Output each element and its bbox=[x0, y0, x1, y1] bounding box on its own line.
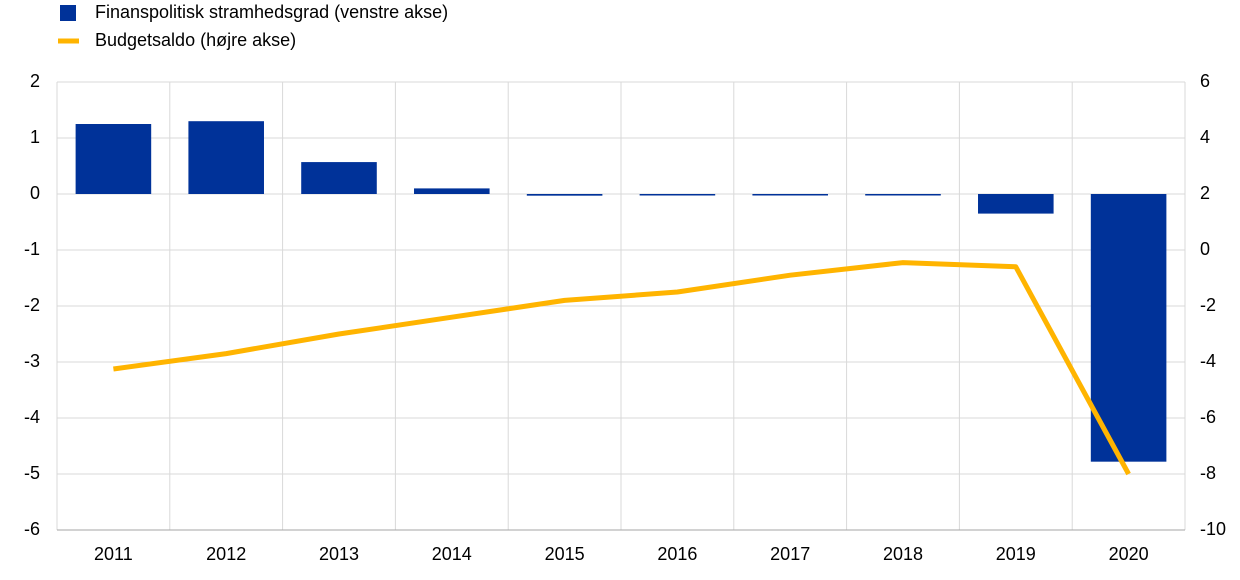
legend-swatch bbox=[60, 5, 76, 21]
bar bbox=[75, 124, 152, 194]
y-tick-label: -4 bbox=[24, 407, 40, 427]
bar bbox=[978, 194, 1054, 214]
line bbox=[113, 260, 1131, 476]
y-tick-label: -1 bbox=[24, 239, 40, 259]
y-tick-label: -3 bbox=[24, 351, 40, 371]
y2-tick-label: -8 bbox=[1200, 463, 1216, 483]
x-tick-label: 2013 bbox=[319, 544, 359, 564]
bar bbox=[865, 194, 941, 196]
y2-tick-label: 2 bbox=[1200, 183, 1210, 203]
y-tick-label: 2 bbox=[30, 71, 40, 91]
y2-tick-label: -10 bbox=[1200, 519, 1226, 539]
y2-tick-label: 0 bbox=[1200, 239, 1210, 259]
y-tick-label: 1 bbox=[30, 127, 40, 147]
x-tick-label: 2018 bbox=[883, 544, 923, 564]
y-tick-label: -5 bbox=[24, 463, 40, 483]
x-tick-label: 2017 bbox=[770, 544, 810, 564]
bar bbox=[639, 194, 716, 196]
y-tick-label: 0 bbox=[30, 183, 40, 203]
y2-tick-label: -4 bbox=[1200, 351, 1216, 371]
y2-tick-label: 6 bbox=[1200, 71, 1210, 91]
x-tick-label: 2014 bbox=[432, 544, 472, 564]
y2-tick-label: -6 bbox=[1200, 407, 1216, 427]
bar bbox=[301, 162, 377, 194]
x-tick-label: 2015 bbox=[545, 544, 585, 564]
x-tick-label: 2020 bbox=[1109, 544, 1149, 564]
bar bbox=[414, 188, 490, 194]
y2-tick-label: -2 bbox=[1200, 295, 1216, 315]
x-tick-label: 2019 bbox=[996, 544, 1036, 564]
y2-tick-label: 4 bbox=[1200, 127, 1210, 147]
x-tick-label: 2016 bbox=[657, 544, 697, 564]
bar bbox=[752, 194, 828, 196]
legend-label: Budgetsaldo (højre akse) bbox=[95, 30, 296, 50]
bar bbox=[1090, 194, 1167, 462]
y-tick-label: -2 bbox=[24, 295, 40, 315]
bar bbox=[526, 194, 603, 196]
bar bbox=[188, 121, 264, 194]
x-tick-label: 2011 bbox=[94, 544, 133, 564]
y-tick-label: -6 bbox=[24, 519, 40, 539]
x-tick-label: 2012 bbox=[206, 544, 246, 564]
legend-label: Finanspolitisk stramhedsgrad (venstre ak… bbox=[95, 2, 448, 22]
